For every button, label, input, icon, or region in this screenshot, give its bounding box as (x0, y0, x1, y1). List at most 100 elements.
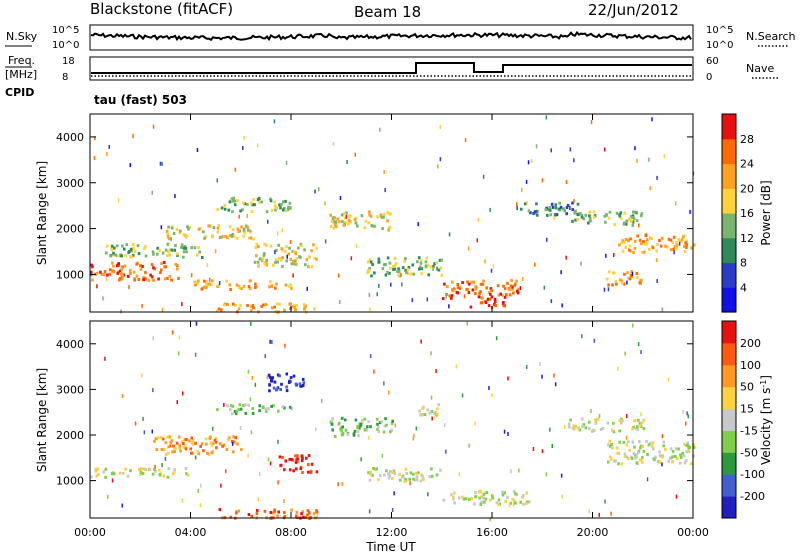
echo-cell (331, 428, 334, 432)
echo-cell (164, 452, 168, 456)
echo-cell (401, 266, 405, 270)
echo-cell (685, 245, 688, 249)
echo-cell (229, 404, 233, 408)
echo-cell (627, 440, 630, 444)
colorbar-segment (722, 408, 736, 431)
echo-cell (166, 233, 169, 237)
echo-cell (223, 303, 226, 307)
echo-cell (309, 469, 313, 473)
colorbar-segment (722, 386, 736, 410)
echo-cell (569, 147, 572, 152)
echo-cell (94, 136, 96, 141)
echo-cell (547, 207, 551, 211)
echo-cell (268, 389, 271, 393)
echo-cell (573, 158, 575, 163)
echo-cell (283, 499, 285, 504)
echo-cell (437, 268, 441, 272)
echo-cell (130, 255, 134, 259)
echo-cell (692, 445, 696, 449)
echo-cell (216, 226, 220, 230)
echo-cell (623, 240, 626, 244)
echo-cell (474, 495, 477, 499)
echo-cell (264, 409, 268, 413)
echo-cell (339, 300, 341, 305)
echo-cell (605, 253, 607, 258)
colorbar-tick-label: 16 (740, 207, 754, 220)
velocity-colorbar-label-sup: -1 (759, 380, 768, 388)
echo-cell (184, 234, 187, 237)
echo-cell (329, 225, 333, 229)
echo-cell (109, 254, 112, 258)
echo-cell (683, 461, 687, 465)
echo-cell (226, 438, 230, 442)
echo-cell (315, 427, 317, 432)
echo-cell (287, 205, 290, 209)
echo-cell (628, 448, 631, 452)
echo-cell (157, 277, 160, 281)
echo-cell (588, 210, 592, 214)
echo-cell (483, 500, 486, 504)
echo-cell (257, 200, 261, 204)
echo-cell (202, 449, 205, 453)
echo-cell (293, 304, 296, 308)
echo-cell (354, 418, 358, 422)
echo-cell (332, 220, 335, 224)
echo-cell (546, 237, 548, 242)
echo-cell (607, 216, 611, 220)
echo-cell (499, 292, 502, 296)
echo-cell (367, 269, 371, 272)
echo-cell (211, 279, 214, 283)
echo-cell (380, 215, 384, 219)
echo-cell (296, 460, 299, 464)
echo-cell (203, 279, 206, 283)
echo-cell (265, 263, 269, 267)
echo-cell (367, 471, 370, 475)
echo-cell (413, 478, 417, 482)
echo-cell (391, 419, 394, 423)
echo-cell (247, 285, 251, 289)
echo-cell (417, 471, 420, 475)
echo-cell (632, 217, 636, 221)
freq-label-line2: [MHz] (5, 68, 37, 81)
echo-cell (574, 218, 577, 222)
echo-cell (143, 467, 146, 471)
echo-cell (190, 273, 193, 278)
echo-cell (172, 471, 176, 475)
echo-cell (186, 225, 189, 229)
echo-cell (230, 234, 234, 238)
echo-cell (334, 220, 337, 224)
echo-cell (636, 427, 640, 431)
echo-cell (684, 459, 688, 463)
echo-cell (269, 199, 273, 203)
echo-cell (573, 425, 577, 429)
echo-cell (393, 264, 397, 267)
echo-cell (91, 265, 94, 269)
echo-cell (623, 454, 627, 458)
echo-cell (455, 364, 458, 369)
echo-cell (430, 467, 433, 471)
echo-cell (513, 283, 517, 287)
echo-cell (376, 422, 379, 426)
echo-cell (389, 266, 392, 270)
echo-cell (284, 283, 288, 287)
echo-cell (112, 251, 115, 255)
echo-cell (174, 194, 176, 199)
echo-cell (120, 267, 123, 271)
echo-cell (676, 457, 679, 461)
echo-cell (168, 253, 171, 257)
echo-cell (274, 208, 277, 212)
colorbar-segment (722, 188, 736, 214)
y-tick-label: 4000 (56, 338, 84, 351)
echo-cell (108, 144, 110, 149)
echo-cell (203, 236, 206, 240)
echo-cell (630, 219, 633, 223)
echo-cell (428, 475, 432, 479)
echo-cell (507, 376, 509, 381)
echo-cell (305, 456, 308, 460)
echo-cell (641, 445, 644, 449)
echo-cell (630, 456, 634, 460)
noise-right-tick-top: 10^5 (706, 25, 733, 36)
echo-cell (667, 377, 670, 382)
echo-cell (632, 323, 634, 328)
echo-cell (654, 455, 657, 459)
